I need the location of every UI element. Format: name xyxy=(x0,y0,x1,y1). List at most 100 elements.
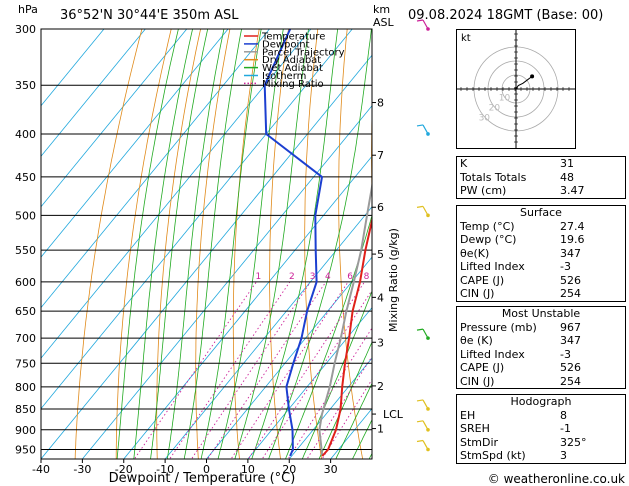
wet-adiabat-line xyxy=(301,290,372,459)
km-tick-label: 4 xyxy=(377,291,384,304)
pressure-tick-label: 600 xyxy=(15,276,36,289)
index-key: Totals Totals xyxy=(460,170,527,184)
dry-adiabat-line xyxy=(232,29,260,459)
x-tick-label: -40 xyxy=(32,463,50,476)
km-tick-label: 6 xyxy=(377,201,384,214)
dry-adiabat-line xyxy=(338,29,364,459)
wind-barb-staff xyxy=(422,399,429,410)
wet-adiabat-line xyxy=(217,29,284,459)
dry-adiabat-line xyxy=(403,0,447,468)
wet-adiabat-line xyxy=(251,29,339,459)
hodograph-index-value: 3 xyxy=(560,449,567,462)
pressure-tick-label: 300 xyxy=(15,23,36,36)
mixing-ratio-label: 10 xyxy=(374,272,386,282)
hodograph-index-row: StmSpd (kt) 3 xyxy=(457,449,625,463)
isotherm-line xyxy=(41,54,372,459)
surface-key: CAPE (J) xyxy=(460,273,505,287)
hodograph-table: Hodograph EH 8 SREH -1 StmDir 325° StmSpd (kt)… xyxy=(456,394,626,464)
legend-label: Isotherm xyxy=(262,71,306,82)
surface-value: 19.6 xyxy=(560,233,585,246)
wet-adiabat-line xyxy=(335,382,372,459)
profile-temperature xyxy=(321,216,372,457)
surface-key: θe(K) xyxy=(460,246,490,260)
most-unstable-value: 347 xyxy=(560,334,581,347)
hodograph-end-dot xyxy=(530,74,535,79)
pressure-tick-label: 850 xyxy=(15,403,36,416)
mixing-ratio-label: 2 xyxy=(289,272,295,282)
wind-barb-staff xyxy=(422,19,429,30)
km-tick-label: 2 xyxy=(377,380,384,393)
mixing-ratio-label: 20 xyxy=(416,272,428,282)
surface-row: Temp (°C) 27.4 xyxy=(457,220,625,234)
index-value: 3.47 xyxy=(560,184,585,197)
pressure-tick-label: 550 xyxy=(15,244,36,257)
mixing-ratio-label: 25 xyxy=(430,272,441,282)
wind-barb-staff xyxy=(422,328,429,339)
hodograph-trace xyxy=(515,75,533,90)
x-tick-label: 0 xyxy=(203,463,210,476)
pressure-tick-label: 350 xyxy=(15,79,36,92)
mixing-ratio-label: 6 xyxy=(347,272,353,282)
wet-adiabat-line xyxy=(150,29,209,459)
datetime-title: 09.08.2024 18GMT (Base: 00) xyxy=(408,8,604,23)
hodograph-kt-label: kt xyxy=(461,33,471,44)
isotherm-line xyxy=(41,29,229,258)
dry-adiabat-line xyxy=(195,29,231,459)
wind-barb-flag xyxy=(416,399,424,402)
isotherm-line xyxy=(41,29,353,410)
hodograph-index-key: StmSpd (kt) xyxy=(460,449,526,462)
wind-barb-staff xyxy=(422,124,429,135)
index-key: K xyxy=(460,157,468,170)
pressure-tick-label: 750 xyxy=(15,357,36,370)
surface-row: Lifted Index -3 xyxy=(457,260,625,274)
hodograph-index-key: StmDir xyxy=(460,435,499,449)
wet-adiabat-line xyxy=(200,29,262,459)
hodograph-index-row: EH 8 xyxy=(457,409,625,423)
isotherm-line xyxy=(41,29,188,208)
wind-barb-flag xyxy=(416,19,424,22)
dry-adiabat-line xyxy=(156,29,202,459)
x-tick-label: 10 xyxy=(241,463,255,476)
mixing-ratio-label: 1 xyxy=(255,272,261,282)
hodograph-index-key: SREH xyxy=(460,422,490,435)
wet-adiabat-line xyxy=(116,29,179,459)
pressure-tick-label: 500 xyxy=(15,209,36,222)
index-row: Totals Totals 48 xyxy=(457,171,625,185)
surface-key: Dewp (°C) xyxy=(460,233,517,246)
x-tick-label: -20 xyxy=(115,463,133,476)
wet-adiabat-line xyxy=(268,29,372,459)
index-value: 31 xyxy=(560,157,574,170)
surface-value: 254 xyxy=(560,287,581,300)
surface-key: Temp (°C) xyxy=(460,219,515,233)
most-unstable-value: -3 xyxy=(560,347,571,361)
most-unstable-value: 254 xyxy=(560,374,581,388)
wet-adiabat-line xyxy=(183,29,243,459)
wind-barb-flag xyxy=(416,328,424,331)
copyright: © weatheronline.co.uk xyxy=(488,472,625,486)
legend-label: Wet Adiabat xyxy=(262,63,323,74)
mixing-ratio-line xyxy=(230,281,349,459)
mixing-ratio-axis-label: Mixing Ratio (g/kg) xyxy=(387,228,400,332)
location-title: 36°52'N 30°44'E 350m ASL xyxy=(60,8,239,23)
mixing-ratio-label: 3 xyxy=(310,272,316,282)
x-tick-label: 30 xyxy=(324,463,338,476)
surface-row: CIN (J) 254 xyxy=(457,287,625,301)
pressure-tick-label: 800 xyxy=(15,381,36,394)
wind-barb-flag xyxy=(416,205,424,208)
most-unstable-title: Most Unstable xyxy=(501,307,581,320)
surface-row: CAPE (J) 526 xyxy=(457,274,625,288)
hodograph-section-title: Hodograph xyxy=(510,395,572,408)
surface-key: Lifted Index xyxy=(460,260,525,273)
wet-adiabat-line xyxy=(318,341,372,459)
hodograph-index-value: -1 xyxy=(560,422,571,435)
legend-label: Temperature xyxy=(261,32,325,43)
plot-frame xyxy=(40,28,373,460)
wet-adiabat-line xyxy=(166,29,225,459)
indices-table: K 31 Totals Totals 48 PW (cm) 3.47 xyxy=(456,156,626,199)
most-unstable-value: 967 xyxy=(560,320,581,334)
wind-barb-staff xyxy=(422,206,429,216)
most-unstable-key: Pressure (mb) xyxy=(460,320,537,334)
mixing-ratio-line xyxy=(169,281,291,459)
legend-label: Mixing Ratio xyxy=(262,79,324,90)
